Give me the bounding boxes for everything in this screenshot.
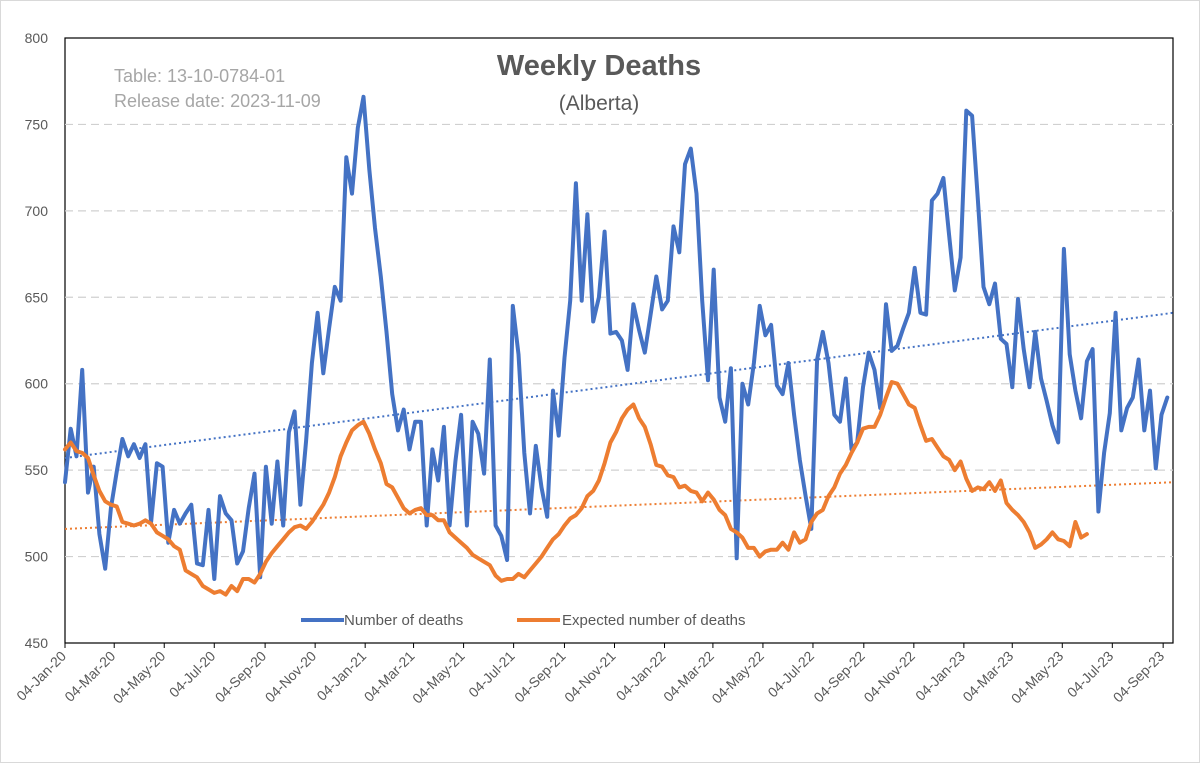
x-tick-label-14: 04-May-22 bbox=[708, 648, 767, 707]
x-tick-label-22: 04-Sep-23 bbox=[1110, 648, 1168, 706]
x-tick-label-18: 04-Jan-23 bbox=[912, 648, 968, 704]
x-tick-label-21: 04-Jul-23 bbox=[1064, 648, 1117, 701]
chart-subtitle: (Alberta) bbox=[559, 92, 640, 115]
y-tick-label-700: 700 bbox=[25, 203, 49, 219]
release-date-note: Release date: 2023-11-09 bbox=[114, 91, 321, 111]
x-tick-label-4: 04-Sep-20 bbox=[212, 648, 270, 706]
legend-label-expected-number-of-deaths: Expected number of deaths bbox=[562, 612, 745, 629]
x-axis-ticks: 04-Jan-2004-Mar-2004-May-2004-Jul-2004-S… bbox=[13, 643, 1167, 706]
y-axis-ticks: 450 500 550 600 650 700 750 800 bbox=[25, 30, 49, 651]
trendline-0 bbox=[64, 311, 1174, 460]
x-tick-label-17: 04-Nov-22 bbox=[860, 648, 918, 706]
y-tick-label-750: 750 bbox=[25, 116, 49, 132]
legend: Number of deaths Expected number of deat… bbox=[301, 612, 745, 629]
series-line-1 bbox=[63, 380, 1089, 597]
chart-title: Weekly Deaths bbox=[497, 50, 701, 82]
series-line-0 bbox=[63, 94, 1170, 581]
y-tick-label-650: 650 bbox=[25, 289, 49, 305]
table-note: Table: 13-10-0784-01 bbox=[114, 66, 285, 86]
legend-label-number-of-deaths: Number of deaths bbox=[344, 612, 463, 629]
x-tick-label-11: 04-Nov-21 bbox=[561, 648, 619, 706]
x-tick-label-5: 04-Nov-20 bbox=[262, 648, 320, 706]
y-tick-label-600: 600 bbox=[25, 376, 49, 392]
x-tick-label-12: 04-Jan-22 bbox=[613, 648, 669, 704]
plot-area-border bbox=[64, 37, 1174, 644]
x-tick-label-16: 04-Sep-22 bbox=[810, 648, 868, 706]
series-lines bbox=[63, 94, 1170, 597]
y-tick-label-450: 450 bbox=[25, 635, 49, 651]
y-tick-label-550: 550 bbox=[25, 462, 49, 478]
x-tick-label-8: 04-May-21 bbox=[409, 648, 468, 707]
x-tick-label-10: 04-Sep-21 bbox=[511, 648, 569, 706]
x-tick-label-3: 04-Jul-20 bbox=[166, 648, 219, 701]
x-tick-label-15: 04-Jul-22 bbox=[764, 648, 817, 701]
gridlines bbox=[65, 123, 1173, 558]
y-tick-label-500: 500 bbox=[25, 549, 49, 565]
x-tick-label-2: 04-May-20 bbox=[110, 648, 169, 707]
x-tick-label-20: 04-May-23 bbox=[1008, 648, 1067, 707]
x-tick-label-6: 04-Jan-21 bbox=[313, 648, 369, 704]
trendlines bbox=[64, 311, 1174, 530]
y-tick-label-800: 800 bbox=[25, 30, 49, 46]
x-tick-label-0: 04-Jan-20 bbox=[13, 648, 69, 704]
x-tick-label-9: 04-Jul-21 bbox=[465, 648, 518, 701]
